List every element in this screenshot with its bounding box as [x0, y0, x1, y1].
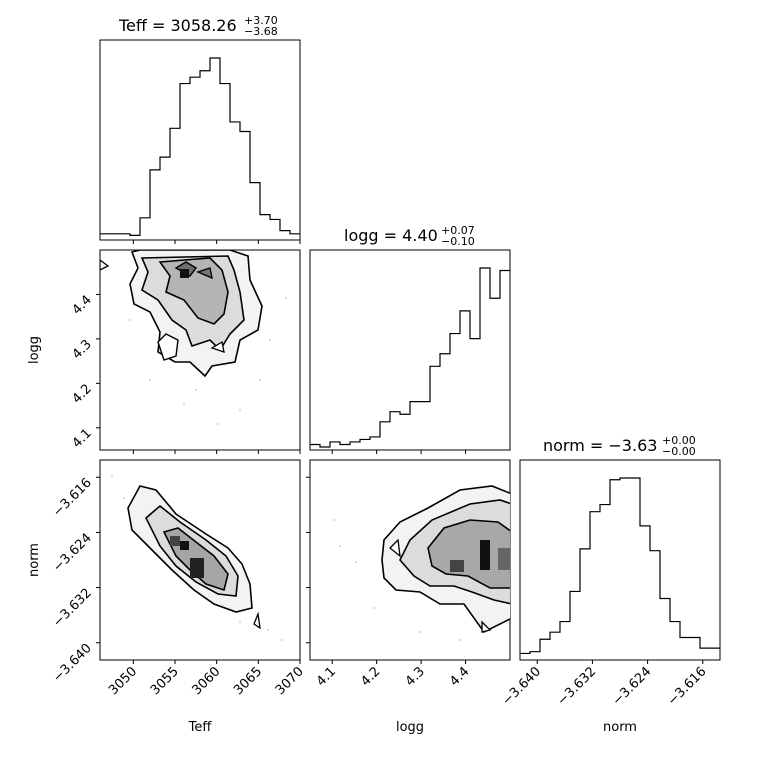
teff-norm-frame [99, 459, 301, 661]
y-tick-label: 4.4 [70, 293, 95, 318]
logg-hist-frame [309, 249, 511, 451]
x-tick-label: 4.2 [358, 664, 383, 689]
teff-hist-frame [99, 39, 301, 241]
y-tick-label: −3.616 [50, 475, 95, 520]
x-tick-label: −3.616 [665, 664, 710, 709]
y-tick-label: −3.640 [50, 641, 95, 686]
norm-title: norm = −3.63 [543, 436, 657, 455]
x-axis-label-norm: norm [603, 720, 637, 735]
x-tick-label: 3060 [189, 664, 223, 698]
x-tick-label: 3070 [273, 664, 307, 698]
logg-histogram [310, 267, 510, 448]
y-tick-label: −3.632 [50, 586, 95, 631]
teff-norm-density [111, 475, 283, 641]
x-tick-label: 3065 [231, 664, 265, 698]
logg-title-sup: +0.07 [441, 224, 475, 237]
x-tick-label: 3050 [106, 664, 140, 698]
teff-title-sub: −3.68 [244, 25, 278, 38]
x-tick-label: −3.632 [555, 664, 600, 709]
logg-title: logg = 4.40 [344, 226, 438, 245]
norm-histogram [520, 477, 720, 655]
y-axis-label-logg: logg [27, 336, 42, 364]
x-tick-label: −3.640 [499, 664, 544, 709]
norm-title-sub: −0.00 [662, 445, 696, 458]
teff-title: Teff = 3058.26 [118, 16, 237, 35]
logg-norm-density [333, 485, 510, 641]
x-tick-label: 4.4 [447, 664, 472, 689]
teff-logg-density [100, 250, 287, 425]
x-tick-label: 3055 [148, 664, 182, 698]
teff-title-sup: +3.70 [244, 14, 278, 27]
logg-title-sub: −0.10 [441, 235, 475, 248]
x-axis-label-logg: logg [396, 720, 424, 735]
y-tick-label: 4.2 [70, 382, 95, 407]
x-tick-label: 4.3 [403, 664, 428, 689]
norm-hist-frame [519, 459, 721, 661]
norm-title-sup: +0.00 [662, 434, 696, 447]
x-tick-label: 4.1 [314, 664, 339, 689]
y-axis-label-norm: norm [27, 543, 42, 577]
y-tick-label: −3.624 [50, 531, 95, 576]
x-tick-label: −3.624 [610, 664, 655, 709]
x-axis-label-teff: Teff [188, 720, 213, 735]
y-tick-label: 4.3 [70, 337, 95, 362]
y-tick-label: 4.1 [70, 426, 95, 451]
teff-histogram [100, 57, 300, 237]
